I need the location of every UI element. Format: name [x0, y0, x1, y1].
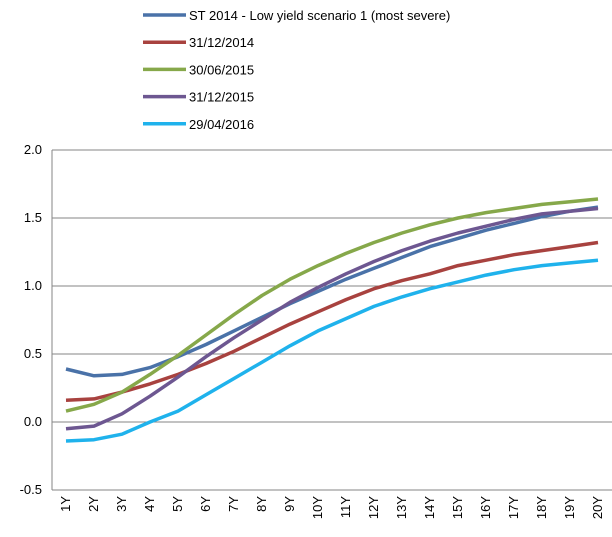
- y-tick-label: 0.0: [24, 414, 42, 429]
- x-tick-label: 6Y: [198, 496, 213, 512]
- series-line: [65, 197, 599, 413]
- legend-label: 30/06/2015: [189, 62, 254, 77]
- x-tick-label: 16Y: [478, 496, 493, 519]
- y-tick-label: 2.0: [24, 142, 42, 157]
- x-tick-label: 2Y: [86, 496, 101, 512]
- y-tick-label: 1.0: [24, 278, 42, 293]
- x-tick-label: 4Y: [142, 496, 157, 512]
- x-tick-label: 3Y: [114, 496, 129, 512]
- x-tick-label: 20Y: [590, 496, 605, 519]
- y-tick-label: 0.5: [24, 346, 42, 361]
- y-tick-label: -0.5: [20, 482, 42, 497]
- x-tick-label: 19Y: [562, 496, 577, 519]
- series-line: [65, 206, 599, 431]
- series-line: [65, 240, 599, 402]
- x-tick-label: 8Y: [254, 496, 269, 512]
- x-tick-label: 7Y: [226, 496, 241, 512]
- x-tick-label: 14Y: [422, 496, 437, 519]
- x-tick-label: 1Y: [58, 496, 73, 512]
- x-tick-label: 15Y: [450, 496, 465, 519]
- legend-label: ST 2014 - Low yield scenario 1 (most sev…: [189, 8, 450, 23]
- series-line: [65, 258, 599, 443]
- legend-label: 29/04/2016: [189, 117, 254, 132]
- x-tick-label: 17Y: [506, 496, 521, 519]
- x-tick-label: 12Y: [366, 496, 381, 519]
- x-tick-label: 11Y: [338, 496, 353, 518]
- x-tick-label: 18Y: [534, 496, 549, 519]
- legend-label: 31/12/2014: [189, 35, 254, 50]
- series-line: [65, 205, 599, 378]
- x-tick-label: 5Y: [170, 496, 185, 512]
- legend-label: 31/12/2015: [189, 90, 254, 105]
- y-tick-label: 1.5: [24, 210, 42, 225]
- x-tick-label: 9Y: [282, 496, 297, 512]
- x-tick-label: 10Y: [310, 496, 325, 519]
- x-tick-label: 13Y: [394, 496, 409, 519]
